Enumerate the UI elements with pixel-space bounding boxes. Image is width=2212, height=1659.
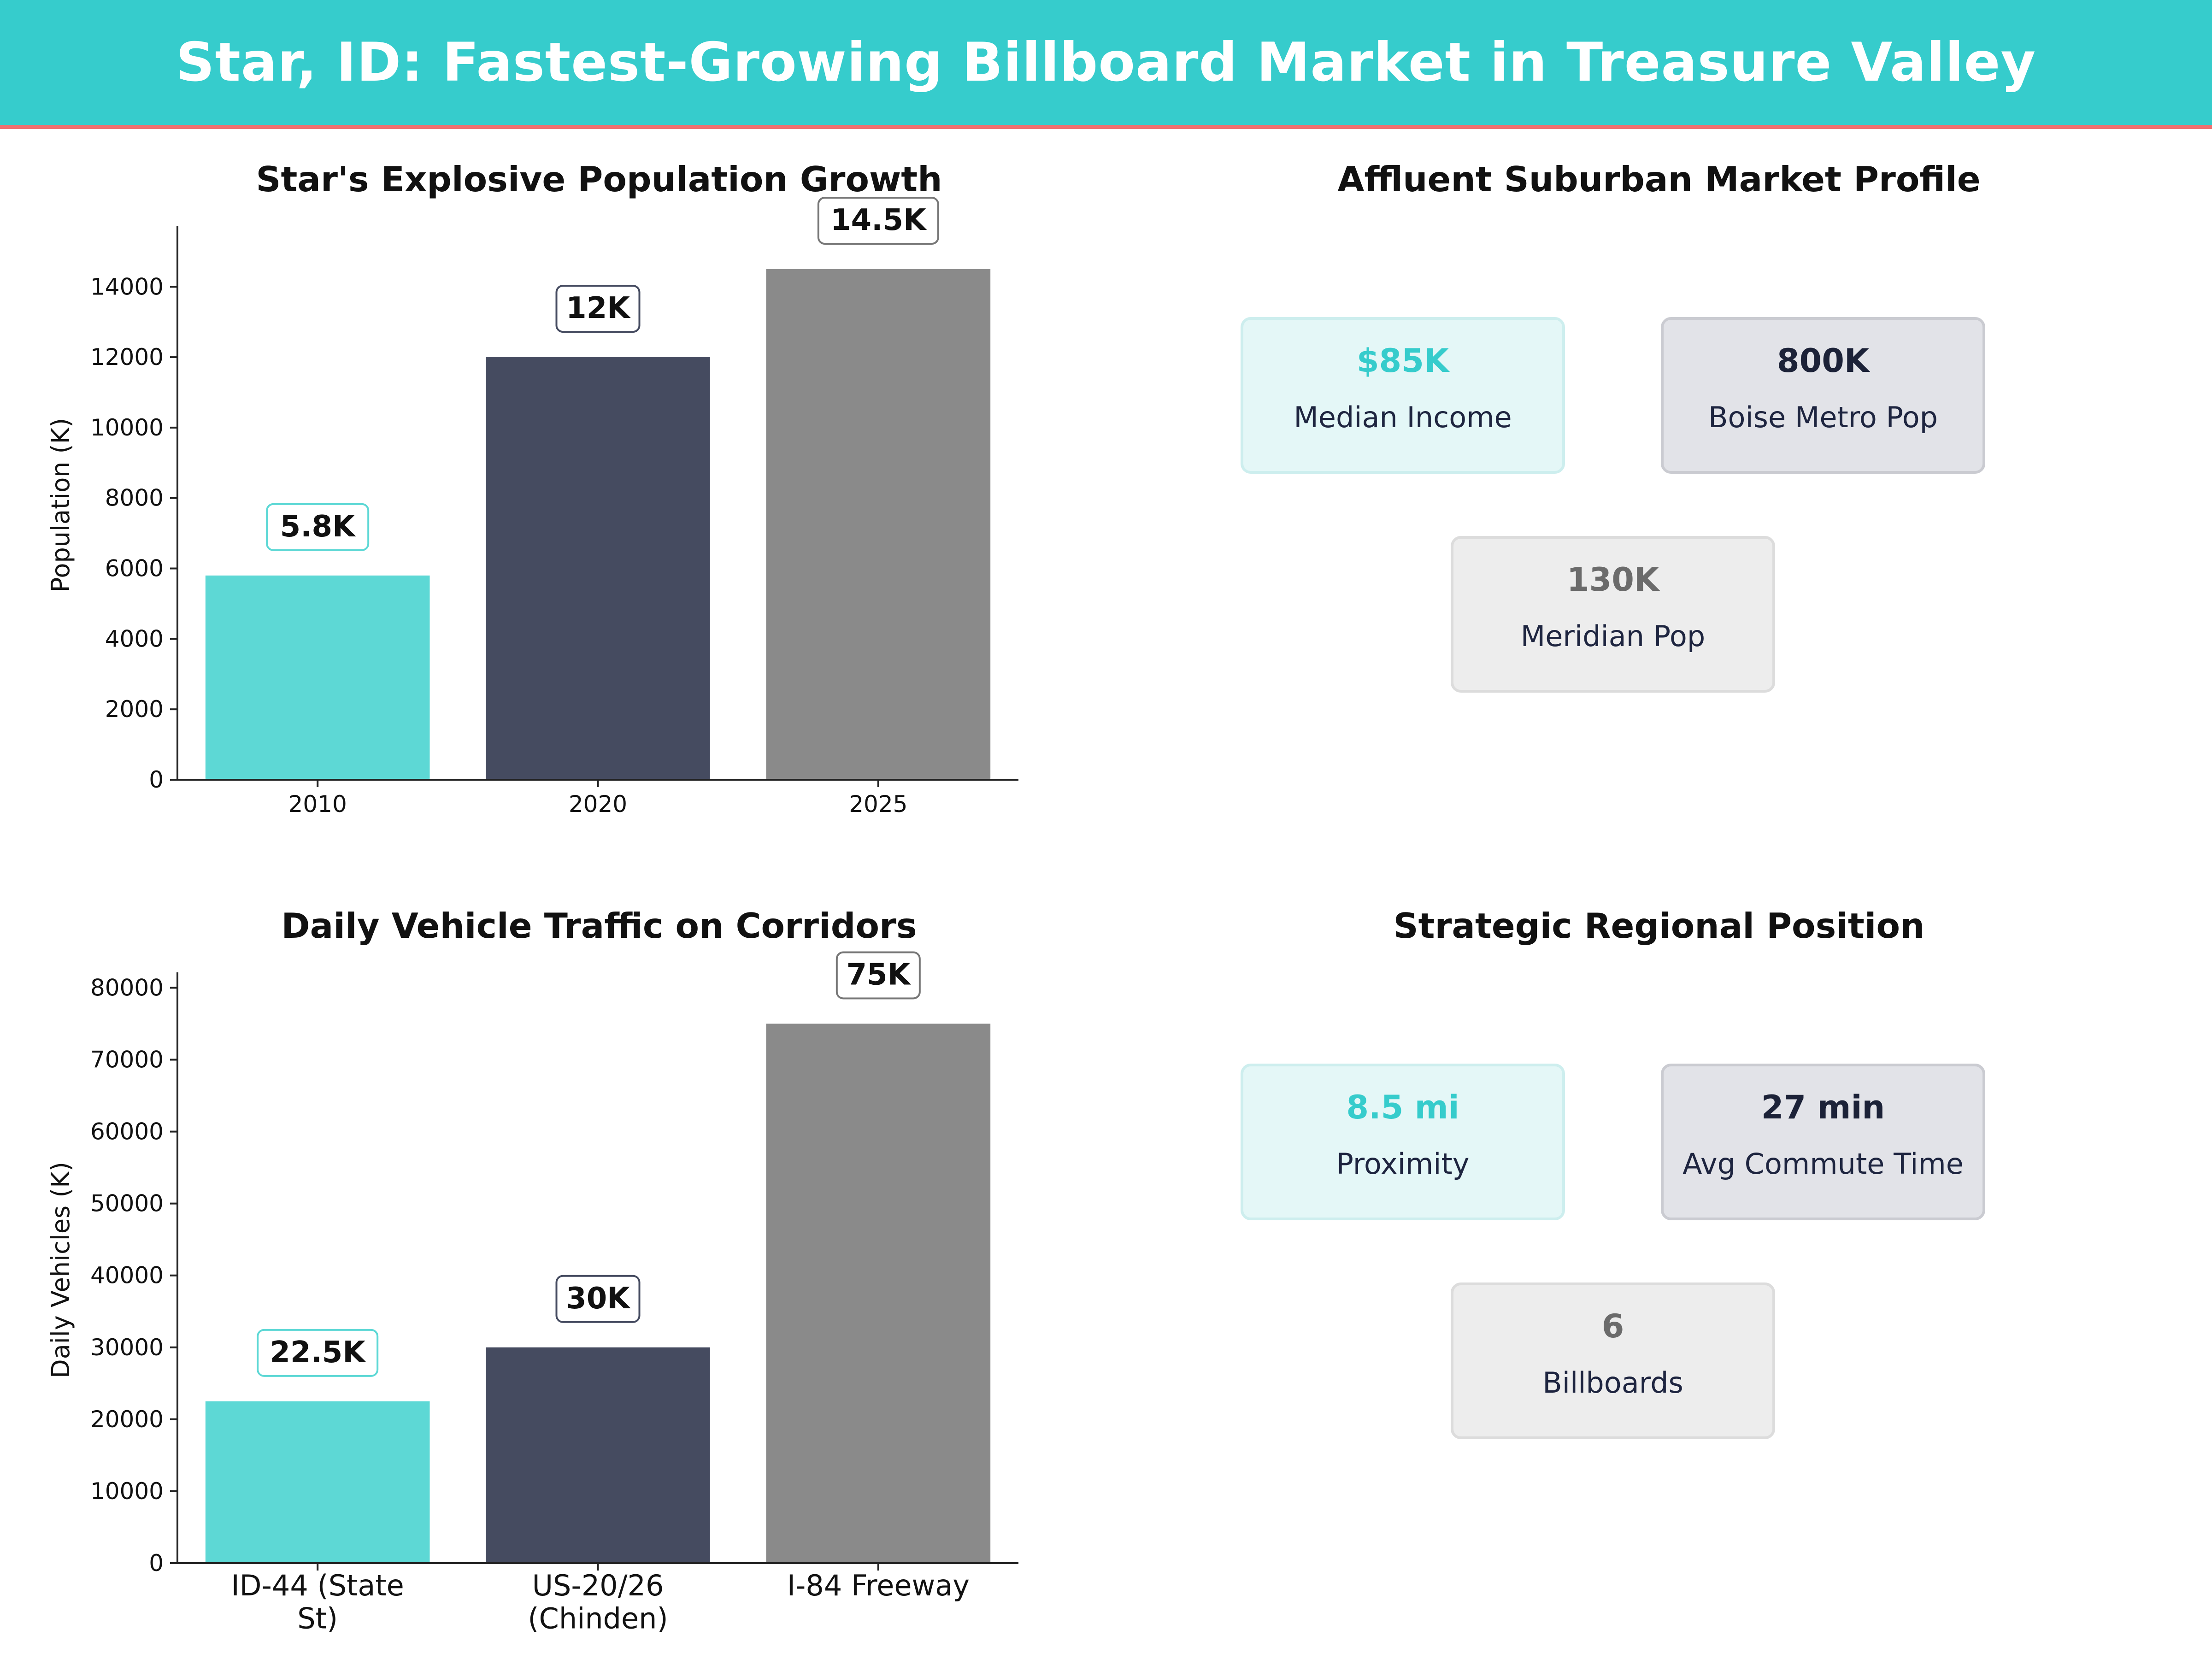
y-tick-label: 60000 — [90, 1118, 164, 1145]
y-tick-label: 50000 — [90, 1190, 164, 1217]
y-tick-label: 0 — [149, 766, 164, 793]
data-label: 22.5K — [270, 1335, 366, 1370]
data-label-box — [835, 951, 921, 1000]
avg-commute-value: 27 min — [1761, 1088, 1885, 1126]
data-label-box — [555, 285, 641, 333]
y-tick-label: 12000 — [90, 344, 164, 371]
x-tick-label: St) — [297, 1601, 338, 1635]
billboards-value: 6 — [1601, 1307, 1624, 1345]
traffic-bar-chart: 0 10000 20000 30000 40000 50000 60000 70000 8000… — [46, 951, 1018, 1635]
x-tick-label: US-20/26 — [532, 1569, 664, 1602]
bar — [486, 357, 710, 780]
bar — [205, 575, 430, 780]
billboards-label: Billboards — [1542, 1366, 1683, 1400]
y-tick-label: 8000 — [105, 485, 164, 512]
x-tick-label: 2010 — [288, 791, 347, 818]
y-tick-label: 30000 — [90, 1334, 164, 1361]
market-profile-title: Affluent Suburban Market Profile — [1337, 159, 1981, 200]
median-income-value: $85K — [1356, 342, 1449, 380]
y-tick-label: 70000 — [90, 1046, 164, 1073]
regional-position-title: Strategic Regional Position — [1393, 906, 1925, 946]
data-label-box — [266, 503, 370, 551]
meridian-pop-card: 130K Meridian Pop — [1451, 536, 1775, 693]
header-banner: Star, ID: Fastest-Growing Billboard Mark… — [0, 0, 2212, 129]
data-label: 12K — [566, 291, 631, 325]
y-tick-label: 6000 — [105, 555, 164, 582]
data-label-box — [817, 197, 939, 245]
data-label: 5.8K — [280, 510, 356, 544]
data-label-box — [555, 1275, 641, 1323]
x-tick-label: (Chinden) — [528, 1601, 668, 1635]
bar — [766, 269, 991, 780]
x-tick-label: ID-44 (State — [231, 1569, 404, 1602]
y-tick-label: 80000 — [90, 974, 164, 1001]
boise-metro-pop-card: 800K Boise Metro Pop — [1661, 317, 1985, 474]
page-title: Star, ID: Fastest-Growing Billboard Mark… — [176, 31, 2036, 94]
y-tick-label: 14000 — [90, 273, 164, 300]
data-label: 14.5K — [830, 203, 927, 237]
y-tick-label: 10000 — [90, 414, 164, 441]
proximity-value: 8.5 mi — [1346, 1088, 1459, 1126]
bar — [766, 1024, 991, 1563]
y-tick-label: 20000 — [90, 1406, 164, 1433]
data-label: 30K — [566, 1282, 631, 1316]
data-label-box — [257, 1329, 379, 1377]
x-tick-label: 2020 — [569, 791, 627, 818]
proximity-card: 8.5 mi Proximity — [1241, 1064, 1565, 1220]
y-axis-label: Daily Vehicles (K) — [46, 1162, 75, 1378]
boise-metro-pop-value: 800K — [1777, 342, 1870, 380]
billboards-card: 6 Billboards — [1451, 1282, 1775, 1439]
median-income-card: $85K Median Income — [1241, 317, 1565, 474]
median-income-label: Median Income — [1294, 400, 1512, 434]
boise-metro-pop-label: Boise Metro Pop — [1708, 400, 1938, 434]
traffic-chart-title: Daily Vehicle Traffic on Corridors — [281, 906, 917, 946]
data-label: 75K — [847, 958, 912, 992]
avg-commute-card: 27 min Avg Commute Time — [1661, 1064, 1985, 1220]
proximity-label: Proximity — [1336, 1147, 1470, 1181]
population-bar-chart: 0 2000 4000 6000 8000 10000 12000 14000 Populati… — [46, 197, 1018, 818]
x-tick-label: 2025 — [849, 791, 907, 818]
bar — [205, 1401, 430, 1563]
avg-commute-label: Avg Commute Time — [1683, 1147, 1964, 1181]
y-tick-label: 0 — [149, 1550, 164, 1577]
y-tick-label: 4000 — [105, 625, 164, 652]
population-chart-title: Star's Explosive Population Growth — [256, 159, 942, 200]
meridian-pop-label: Meridian Pop — [1520, 619, 1706, 653]
y-tick-label: 10000 — [90, 1478, 164, 1505]
meridian-pop-value: 130K — [1566, 561, 1659, 599]
y-axis-label: Population (K) — [46, 418, 75, 592]
y-tick-label: 40000 — [90, 1262, 164, 1289]
bar — [486, 1347, 710, 1563]
x-tick-label: I-84 Freeway — [787, 1569, 970, 1602]
y-tick-label: 2000 — [105, 696, 164, 723]
